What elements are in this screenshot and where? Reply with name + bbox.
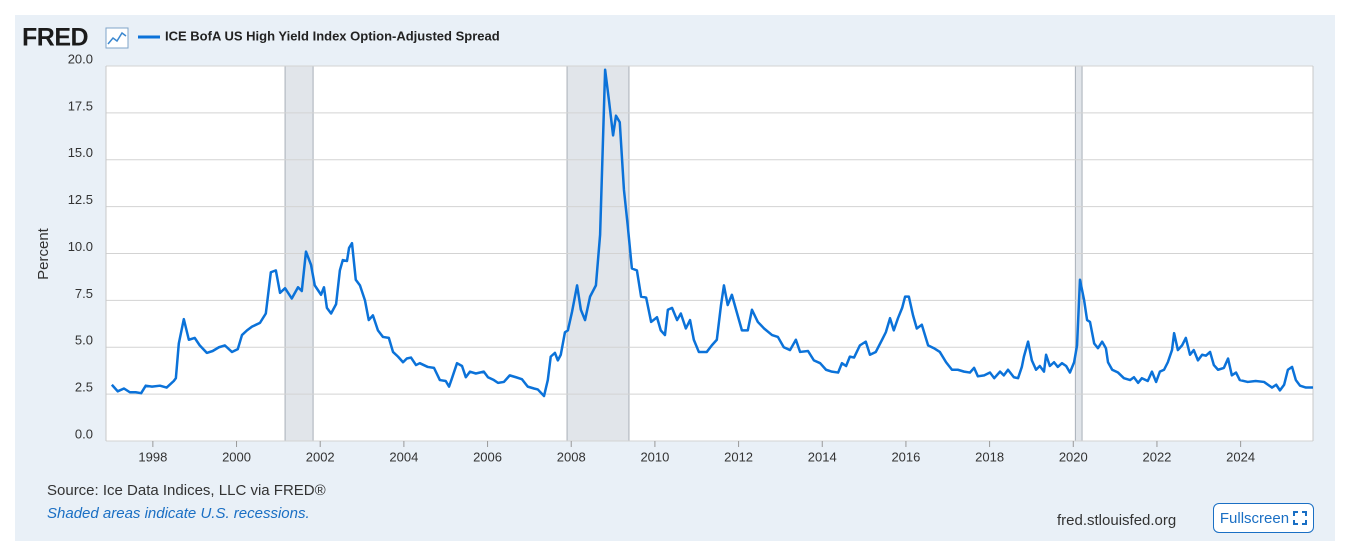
site-link: fred.stlouisfed.org	[1057, 512, 1177, 529]
y-tick-label: 17.5	[68, 98, 93, 113]
series-line	[110, 68, 1313, 398]
x-tick-label: 2018	[975, 449, 1004, 464]
recession-note: Shaded areas indicate U.S. recessions.	[47, 505, 310, 522]
x-tick-label: 2002	[306, 449, 335, 464]
x-tick-label: 2006	[473, 449, 502, 464]
x-tick-label: 2014	[808, 449, 837, 464]
y-axis-label: Percent	[35, 227, 52, 280]
x-tick-label: 2004	[389, 449, 418, 464]
fullscreen-label[interactable]: Fullscreen	[1219, 509, 1290, 527]
x-tick-label: 2020	[1059, 449, 1088, 464]
y-tick-label: 10.0	[68, 239, 93, 254]
x-tick-label: 1998	[138, 449, 167, 464]
x-tick-label: 2022	[1142, 449, 1171, 464]
source: Source: Ice Data Indices, LLC via FRED®	[47, 482, 326, 499]
y-tick-label: 5.0	[75, 333, 93, 348]
logo: FRED	[22, 24, 88, 52]
x-tick-label: 2000	[222, 449, 251, 464]
x-tick-label: 2016	[891, 449, 920, 464]
y-tick-label: 0.0	[75, 426, 93, 441]
logo-icon	[105, 27, 129, 49]
x-tick-label: 2012	[724, 449, 753, 464]
x-tick-label: 2024	[1226, 449, 1255, 464]
y-tick-label: 15.0	[68, 145, 93, 160]
y-tick-label: 7.5	[75, 286, 93, 301]
x-tick-label: 2010	[640, 449, 669, 464]
y-tick-label: 2.5	[75, 380, 93, 395]
legend-label: ICE BofA US High Yield Index Option-Adju…	[165, 28, 500, 43]
y-tick-label: 12.5	[68, 192, 93, 207]
y-tick-label: 20.0	[68, 51, 93, 66]
fullscreen-icon[interactable]	[1293, 511, 1308, 525]
fullscreen-button[interactable]: Fullscreen	[1213, 503, 1314, 533]
x-tick-label: 2008	[557, 449, 586, 464]
